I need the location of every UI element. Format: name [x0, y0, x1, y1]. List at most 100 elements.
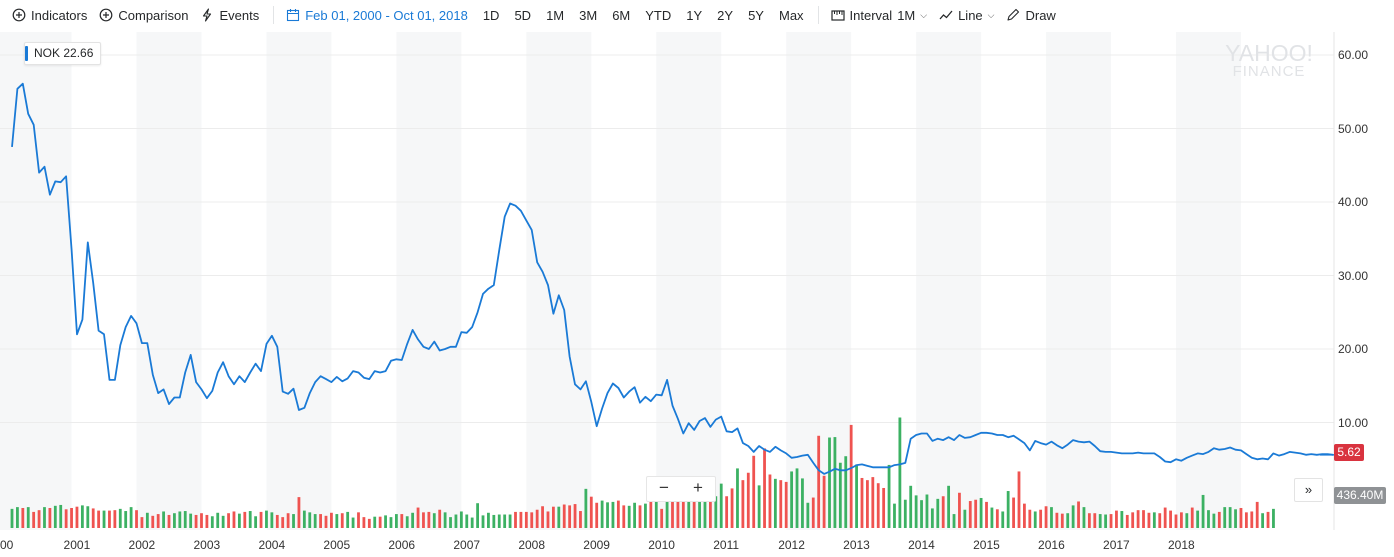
volume-bar — [1136, 510, 1140, 528]
volume-bar — [1261, 513, 1265, 528]
volume-bar — [10, 508, 14, 528]
x-tick-label: 2006 — [388, 538, 416, 552]
volume-bar — [1023, 503, 1026, 528]
price-line-layer — [11, 82, 1334, 475]
volume-bar — [947, 485, 951, 528]
scroll-forward-button[interactable]: » — [1294, 478, 1323, 502]
volume-bar — [1234, 509, 1237, 528]
range-3m-button[interactable]: 3M — [579, 7, 598, 23]
volume-bar — [660, 508, 664, 528]
volume-bar — [968, 501, 972, 528]
toolbar-divider — [817, 6, 819, 24]
volume-bar — [237, 513, 241, 528]
volume-bar — [1147, 512, 1151, 528]
volume-bar — [189, 513, 193, 528]
volume-bar — [167, 514, 171, 528]
volume-bar — [292, 514, 295, 528]
volume-bar — [389, 517, 393, 528]
volume-bar — [1217, 511, 1221, 528]
comparison-button[interactable]: Comparison — [99, 8, 188, 23]
range-2y-button[interactable]: 2Y — [717, 7, 734, 23]
volume-bar — [1060, 513, 1064, 528]
range-1m-button[interactable]: 1M — [546, 7, 565, 23]
volume-bar — [600, 500, 604, 528]
ticker-legend[interactable]: NOK 22.66 — [24, 42, 102, 65]
y-tick-label: 20.00 — [1338, 342, 1369, 356]
interval-dropdown[interactable]: Interval 1M ⌵ — [830, 8, 928, 23]
price-chart[interactable] — [0, 30, 1394, 557]
volume-bar — [59, 504, 63, 528]
range-6m-button[interactable]: 6M — [612, 7, 631, 23]
indicators-label: Indicators — [31, 7, 88, 23]
volume-bar — [790, 471, 794, 528]
volume-bar — [557, 506, 561, 528]
volume-bar — [514, 511, 517, 528]
events-label: Events — [219, 7, 260, 23]
volume-bar — [335, 514, 339, 528]
volume-bar — [914, 495, 918, 528]
y-tick-label: 60.00 — [1338, 48, 1369, 62]
volume-bar — [595, 502, 599, 528]
volume-bar — [1255, 501, 1259, 528]
volume-bar — [963, 509, 967, 528]
zoom-out-button[interactable]: − — [659, 478, 669, 497]
chevron-down-icon: ⌵ — [920, 9, 928, 20]
range-5y-button[interactable]: 5Y — [748, 7, 764, 23]
volume-bar — [1115, 510, 1118, 528]
volume-bar — [1098, 514, 1102, 528]
year-band — [266, 32, 332, 530]
date-range-picker[interactable]: Feb 01, 2000 - Oct 01, 2018 — [286, 8, 468, 23]
volume-bar — [481, 515, 485, 528]
volume-bar — [1006, 491, 1010, 528]
volume-bar — [936, 498, 940, 528]
volume-bar — [367, 518, 371, 528]
x-tick-label: 2010 — [648, 538, 675, 552]
volume-bar — [135, 510, 138, 528]
volume-bar — [551, 506, 555, 528]
series-line-nok — [11, 82, 1334, 475]
calendar-icon — [287, 9, 300, 22]
volume-bar — [763, 448, 766, 528]
volume-bar — [1174, 514, 1178, 528]
volume-bar — [671, 480, 674, 528]
volume-bar — [817, 435, 821, 528]
x-tick-label: 2014 — [908, 538, 935, 552]
volume-bar — [497, 514, 501, 528]
volume-bar — [719, 483, 723, 528]
range-5d-button[interactable]: 5D — [514, 7, 532, 23]
volume-bar — [1055, 512, 1059, 528]
volume-bar — [183, 511, 187, 528]
zoom-in-button[interactable]: + — [693, 478, 703, 497]
volume-bar — [200, 513, 203, 528]
draw-button[interactable]: Draw — [1006, 8, 1056, 23]
volume-bar — [75, 506, 79, 528]
volume-bar — [259, 511, 263, 528]
volume-bar — [1207, 510, 1210, 528]
volume-bar — [91, 508, 95, 528]
volume-bar — [882, 487, 886, 528]
volume-bar — [443, 512, 447, 528]
volume-bar — [1125, 514, 1129, 528]
legend-ticker: NOK — [34, 46, 61, 60]
events-button[interactable]: Events — [200, 8, 259, 23]
volume-bar — [822, 475, 826, 528]
volume-bar — [286, 513, 290, 528]
volume-bar — [1033, 511, 1037, 528]
volume-bar — [1087, 513, 1091, 528]
volume-bar — [124, 511, 128, 528]
volume-bar — [80, 505, 84, 528]
volume-bar — [1266, 511, 1270, 528]
volume-bar — [855, 464, 858, 528]
volume-bar — [665, 501, 669, 528]
indicators-button[interactable]: Indicators — [12, 8, 87, 23]
chart-style-dropdown[interactable]: Line ⌵ — [939, 8, 994, 23]
volume-bar — [952, 514, 956, 528]
range-1d-button[interactable]: 1D — [482, 7, 500, 23]
range-1y-button[interactable]: 1Y — [686, 7, 703, 23]
range-max-button[interactable]: Max — [778, 7, 804, 23]
toolbar-divider — [273, 6, 275, 24]
volume-bars — [10, 417, 1275, 528]
range-ytd-button[interactable]: YTD — [645, 7, 672, 23]
volume-bar — [43, 507, 46, 528]
volume-bar — [1196, 510, 1200, 528]
